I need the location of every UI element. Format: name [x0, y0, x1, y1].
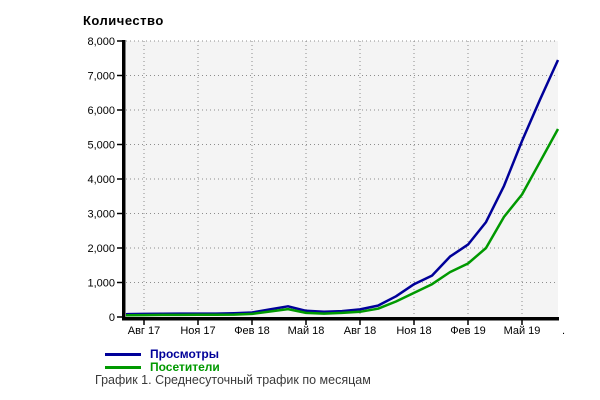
series-line-visitors: [125, 128, 560, 317]
x-axis: [122, 317, 559, 321]
chart-plot-svg: 0 1,000 2,000 3,000 4,000 5,000 6,000 7,000 8,00…: [87, 36, 565, 337]
x-tick-label: Фев 18: [234, 325, 270, 337]
x-tick-label: Ноя 18: [396, 325, 431, 337]
y-tick-label: 8,000: [87, 36, 115, 48]
y-tick-label: 6,000: [87, 105, 115, 117]
y-tick-label: 3,000: [87, 209, 115, 221]
views-line-swatch-icon: [105, 353, 141, 356]
y-tick-label: 1,000: [87, 278, 115, 290]
y-tick-label: 4,000: [87, 174, 115, 186]
legend-label-views: Просмотры: [150, 347, 220, 361]
x-tick-label: Ноя 17: [180, 325, 215, 337]
y-tick-label: 0: [109, 312, 115, 324]
y-axis: [122, 40, 126, 320]
x-tick-label: Авг 18: [344, 325, 376, 337]
x-tick-label: Фев 19: [450, 325, 486, 337]
visitors-line-swatch-icon: [105, 366, 141, 369]
x-tick-label-clipped: .: [562, 325, 565, 337]
x-tick-label: Май 18: [288, 325, 325, 337]
x-tick-label: Авг 17: [128, 325, 160, 337]
y-tick-label: 2,000: [87, 243, 115, 255]
legend-item-visitors: Посетители: [105, 361, 220, 374]
chart-legend: Просмотры Посетители: [105, 348, 220, 374]
chart-caption: График 1. Среднесуточный трафик по месяц…: [95, 373, 371, 387]
y-tick-label: 7,000: [87, 71, 115, 83]
chart-title: Количество: [83, 13, 164, 28]
legend-label-visitors: Посетители: [150, 360, 220, 374]
y-tick-label: 5,000: [87, 140, 115, 152]
legend-item-views: Просмотры: [105, 348, 220, 361]
x-tick-label: Май 19: [504, 325, 541, 337]
